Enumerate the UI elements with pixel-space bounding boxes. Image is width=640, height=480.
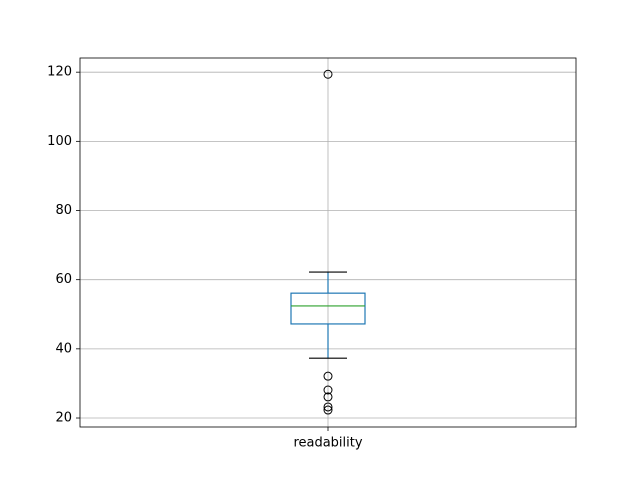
- x-tick-label: readability: [293, 436, 362, 451]
- outlier: [323, 392, 333, 402]
- axes-frame: [79, 57, 577, 428]
- y-tick-label: 20: [55, 411, 72, 426]
- y-tick-label: 60: [55, 272, 72, 287]
- box: [290, 292, 366, 325]
- outlier: [323, 371, 333, 381]
- y-tick-label: 40: [55, 341, 72, 356]
- outlier: [323, 385, 333, 395]
- outlier: [323, 69, 333, 79]
- outlier: [323, 402, 333, 412]
- y-tick-label: 100: [47, 134, 72, 149]
- y-tick-label: 80: [55, 203, 72, 218]
- outlier: [323, 405, 333, 415]
- y-tick-label: 120: [47, 65, 72, 80]
